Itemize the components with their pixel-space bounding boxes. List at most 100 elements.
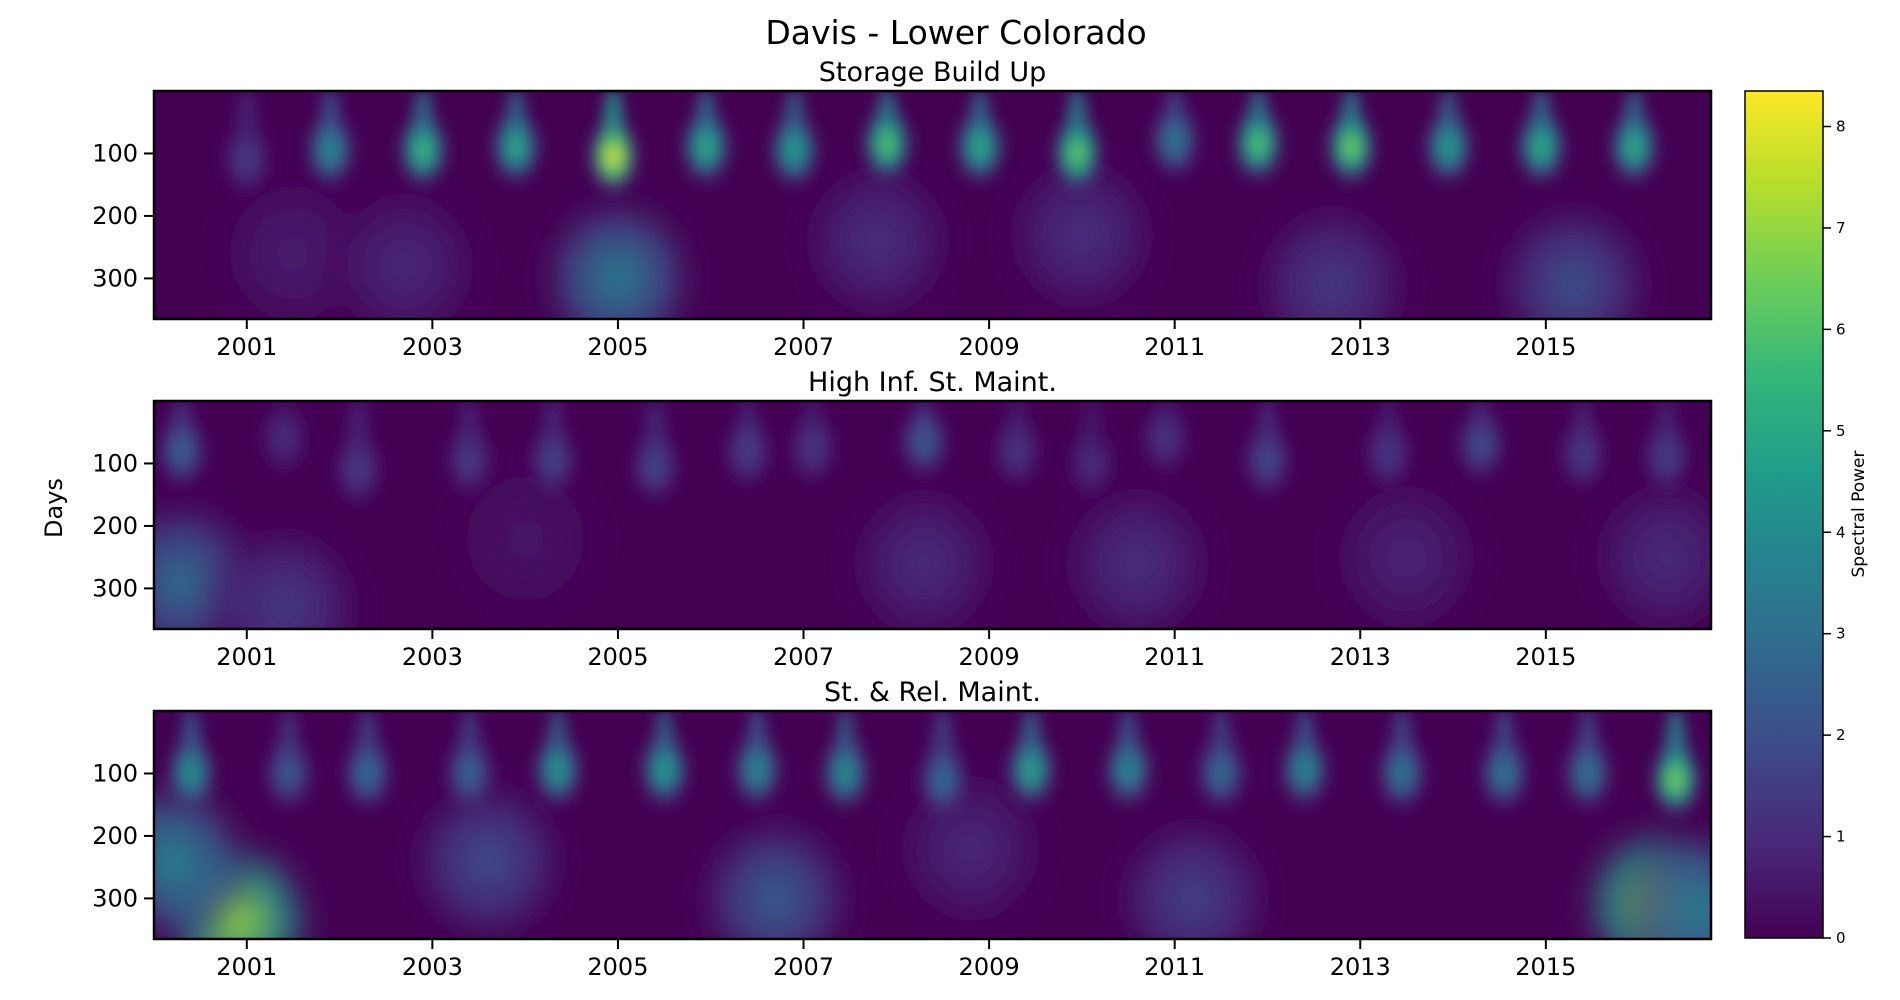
x-tick-label: 2015	[1515, 333, 1576, 361]
power-blob	[1003, 729, 1059, 811]
x-tick-label: 2011	[1144, 643, 1205, 671]
power-blob	[1647, 739, 1704, 821]
power-blob	[1476, 732, 1532, 815]
power-blob	[339, 732, 396, 815]
y-tick-label: 100	[92, 139, 138, 167]
power-blob	[896, 401, 952, 483]
power-region	[529, 184, 707, 319]
panel-1: Storage Build Up 2001 2003 2005 2007 2009 2011…	[92, 57, 1713, 361]
power-blob	[1555, 413, 1611, 495]
colorbar-tick-label: 7	[1836, 219, 1846, 237]
power-blob	[678, 106, 734, 188]
panel-title: Storage Build Up	[819, 57, 1046, 88]
x-tick-label: 2007	[773, 643, 834, 671]
power-blob	[1559, 732, 1616, 815]
y-tick-label: 300	[92, 574, 138, 602]
colorbar-ticks: 0 1 2 3 4 5 6 7 8	[1823, 118, 1846, 947]
power-region	[316, 172, 493, 319]
panel-frame	[152, 709, 1713, 941]
x-tick-label: 2015	[1515, 643, 1576, 671]
power-blob	[585, 115, 642, 198]
power-blob	[529, 729, 586, 811]
heatmap-image	[154, 711, 1711, 939]
x-tick-label: 2009	[959, 333, 1020, 361]
panel-2: High Inf. St. Maint. 2001 2003 2005 2007 2009…	[92, 367, 1713, 671]
power-blob	[1193, 732, 1249, 815]
power-blob	[260, 732, 317, 815]
power-region	[1049, 469, 1226, 629]
power-blob	[720, 410, 776, 492]
panel-frame	[152, 399, 1713, 631]
power-blob	[1276, 729, 1333, 811]
x-tick-label: 2009	[959, 643, 1020, 671]
y-tick-label: 200	[92, 512, 138, 540]
y-tick-label: 200	[92, 822, 138, 850]
power-blob	[218, 119, 275, 201]
power-blob	[1049, 112, 1106, 195]
panel-title: High Inf. St. Maint.	[808, 367, 1057, 398]
power-blob	[330, 429, 386, 511]
heatmap-image	[154, 91, 1711, 319]
y-tick-label: 100	[92, 449, 138, 477]
power-blob	[636, 729, 693, 811]
colorbar-tick-label: 0	[1836, 929, 1846, 947]
x-tick-label: 2005	[587, 643, 648, 671]
panel-frame	[152, 89, 1713, 321]
colorbar-tick-label: 6	[1836, 320, 1846, 338]
x-tick-label: 2011	[1144, 953, 1205, 981]
power-blob	[1420, 106, 1477, 188]
power-blob	[441, 419, 498, 501]
x-tick-label: 2013	[1330, 643, 1391, 671]
y-tick-label: 300	[92, 264, 138, 292]
power-blob	[256, 401, 312, 480]
x-tick-label: 2013	[1330, 953, 1391, 981]
y-tick-label: 300	[92, 884, 138, 912]
colorbar-label: Spectral Power	[1849, 451, 1869, 578]
power-blob	[1146, 100, 1203, 182]
x-tick-label: 2001	[216, 953, 277, 981]
panel-title: St. & Rel. Maint.	[824, 677, 1041, 708]
power-blob	[1063, 422, 1120, 505]
y-tick-label: 100	[92, 759, 138, 787]
power-blob	[525, 419, 581, 501]
power-blob	[302, 109, 359, 191]
power-blob	[859, 103, 915, 185]
y-tick-label: 200	[92, 202, 138, 230]
power-region	[1244, 190, 1421, 319]
power-blob	[729, 729, 785, 811]
power-region	[195, 513, 373, 629]
power-blob	[817, 732, 874, 815]
power-blob	[1137, 401, 1194, 480]
power-region	[1615, 817, 1711, 939]
x-tick-label: 2009	[959, 953, 1020, 981]
power-region	[1318, 463, 1495, 629]
x-tick-label: 2007	[773, 333, 834, 361]
power-blob	[627, 425, 683, 508]
power-blob	[1323, 106, 1379, 188]
panel-3: St. & Rel. Maint. 2001 2003 2005 2007 2009 201…	[92, 677, 1713, 981]
power-blob	[914, 739, 971, 821]
power-blob	[989, 410, 1045, 492]
x-tick-label: 2011	[1144, 333, 1205, 361]
power-blob	[1100, 729, 1157, 811]
colorbar-tick-label: 2	[1836, 726, 1846, 744]
colorbar-tick-label: 1	[1836, 828, 1846, 846]
x-tick-label: 2003	[402, 333, 463, 361]
power-blob	[488, 106, 544, 188]
x-tick-label: 2005	[587, 953, 648, 981]
power-region	[687, 804, 864, 939]
x-tick-label: 2015	[1515, 953, 1576, 981]
x-tick-label: 2001	[216, 643, 277, 671]
power-region	[1485, 190, 1662, 319]
x-tick-label: 2003	[402, 953, 463, 981]
power-region	[399, 767, 577, 939]
colorbar-tick-label: 5	[1836, 422, 1846, 440]
power-blob	[441, 732, 498, 815]
colorbar-tick-label: 4	[1836, 523, 1846, 541]
x-tick-label: 2003	[402, 643, 463, 671]
colorbar-tick-label: 3	[1836, 625, 1846, 643]
y-axis-label: Days	[40, 478, 68, 538]
power-blob	[1453, 404, 1509, 486]
power-blob	[766, 109, 823, 191]
